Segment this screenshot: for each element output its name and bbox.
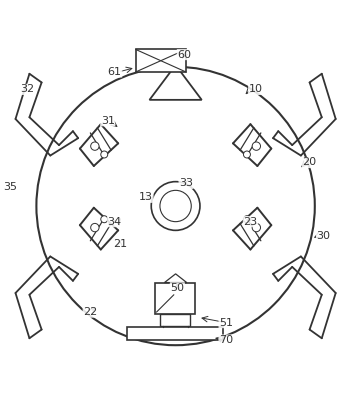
Circle shape — [252, 142, 260, 150]
Text: 35: 35 — [3, 182, 17, 192]
Bar — [155, 283, 195, 314]
Circle shape — [101, 216, 108, 223]
Text: 22: 22 — [83, 307, 98, 317]
Text: 30: 30 — [317, 231, 331, 241]
Text: 31: 31 — [101, 116, 115, 126]
Circle shape — [244, 216, 250, 223]
Text: 23: 23 — [243, 217, 258, 227]
Circle shape — [91, 142, 99, 150]
Circle shape — [252, 223, 260, 232]
Text: 21: 21 — [113, 239, 127, 249]
Text: 61: 61 — [108, 67, 122, 77]
Bar — [135, 49, 186, 72]
Text: 32: 32 — [21, 84, 35, 94]
Circle shape — [244, 151, 250, 158]
Circle shape — [91, 223, 99, 232]
Text: 50: 50 — [170, 283, 184, 293]
Bar — [127, 327, 223, 340]
Text: 51: 51 — [219, 318, 233, 328]
Text: 10: 10 — [249, 84, 263, 94]
Bar — [160, 314, 190, 326]
Text: 60: 60 — [177, 49, 191, 60]
Circle shape — [101, 151, 108, 158]
Text: 13: 13 — [139, 192, 153, 202]
Text: 34: 34 — [108, 217, 122, 227]
Text: 70: 70 — [219, 335, 233, 345]
Text: 33: 33 — [179, 178, 193, 188]
Text: 20: 20 — [303, 157, 317, 168]
